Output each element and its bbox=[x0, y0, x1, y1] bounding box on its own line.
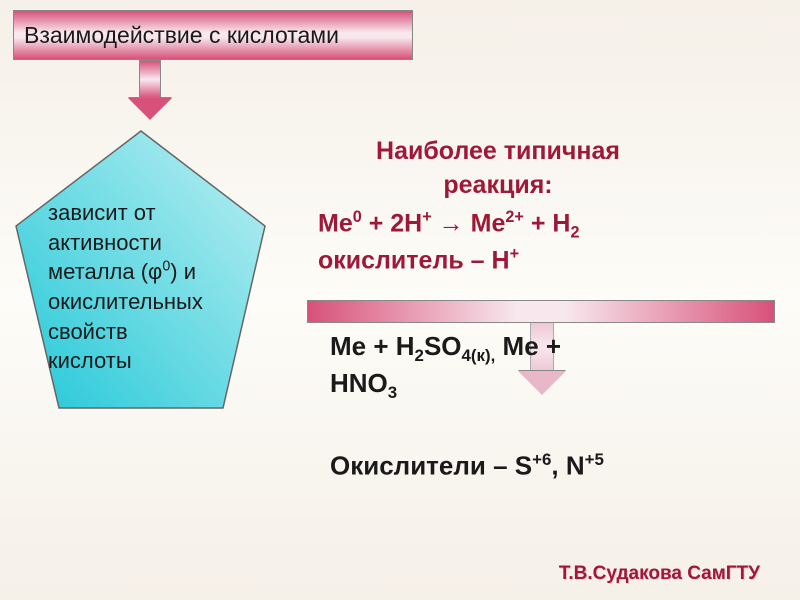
ox-label: окислитель – Н bbox=[318, 246, 510, 274]
horizontal-bar bbox=[307, 300, 775, 323]
pent-l2: активности bbox=[48, 230, 162, 255]
footer-credit: Т.В.Судакова СамГТУ bbox=[559, 563, 760, 585]
pent-l4: окислительных bbox=[48, 289, 203, 314]
slide-title: Взаимодействие с кислотами bbox=[24, 22, 339, 49]
f-part1: Ме + Н bbox=[330, 331, 415, 361]
oxidizers-line: Окислители – S+6, N+5 bbox=[330, 450, 604, 482]
ox2-n-sup: +5 bbox=[585, 450, 604, 469]
pent-l1: зависит от bbox=[48, 200, 156, 225]
f-sub1: 2 bbox=[415, 346, 424, 365]
f-hno3-sub: 3 bbox=[388, 383, 397, 402]
f-hno3: HNO bbox=[330, 368, 388, 398]
reaction-heading-2: реакция: bbox=[318, 169, 648, 203]
eq-me0-sup: 0 bbox=[353, 208, 362, 226]
formula-block: Ме + Н2SO4(к), Ме + HNO3 bbox=[330, 330, 750, 404]
pent-l6: кислоты bbox=[48, 348, 132, 373]
reaction-block: Наиболее типичная реакция: Ме0 + 2Н+ → М… bbox=[318, 135, 758, 278]
f-sub2: 4(к), bbox=[462, 346, 496, 365]
eq-me2-sup: 2+ bbox=[505, 208, 524, 226]
pentagon-callout: зависит от активности металла (φ0) и оки… bbox=[13, 128, 268, 413]
pent-l3a: металла (φ bbox=[48, 259, 162, 284]
ox-sup: + bbox=[510, 245, 520, 263]
reaction-oxidizer: окислитель – Н+ bbox=[318, 244, 758, 278]
eq-plus1: + 2Н bbox=[362, 209, 422, 237]
pent-l3b: ) и bbox=[170, 259, 196, 284]
f-part2: Ме + bbox=[495, 331, 561, 361]
eq-me0: Ме bbox=[318, 209, 353, 237]
arrow-down-to-pentagon bbox=[128, 60, 172, 120]
pentagon-text: зависит от активности металла (φ0) и оки… bbox=[48, 198, 248, 376]
ox2-label: Окислители – S bbox=[330, 451, 532, 481]
title-box: Взаимодействие с кислотами bbox=[13, 10, 413, 60]
eq-h2-sub: 2 bbox=[570, 223, 579, 241]
f-mid: SO bbox=[424, 331, 462, 361]
eq-hplus-sup: + bbox=[422, 208, 432, 226]
ox2-s-sup: +6 bbox=[532, 450, 551, 469]
eq-arrow: → Ме bbox=[432, 209, 506, 237]
reaction-equation: Ме0 + 2Н+ → Ме2+ + Н2 bbox=[318, 207, 758, 244]
ox2-sep: , N bbox=[551, 451, 584, 481]
reaction-heading-1: Наиболее типичная bbox=[318, 135, 648, 169]
eq-plus2: + Н bbox=[524, 209, 571, 237]
pent-l5: свойств bbox=[48, 319, 128, 344]
